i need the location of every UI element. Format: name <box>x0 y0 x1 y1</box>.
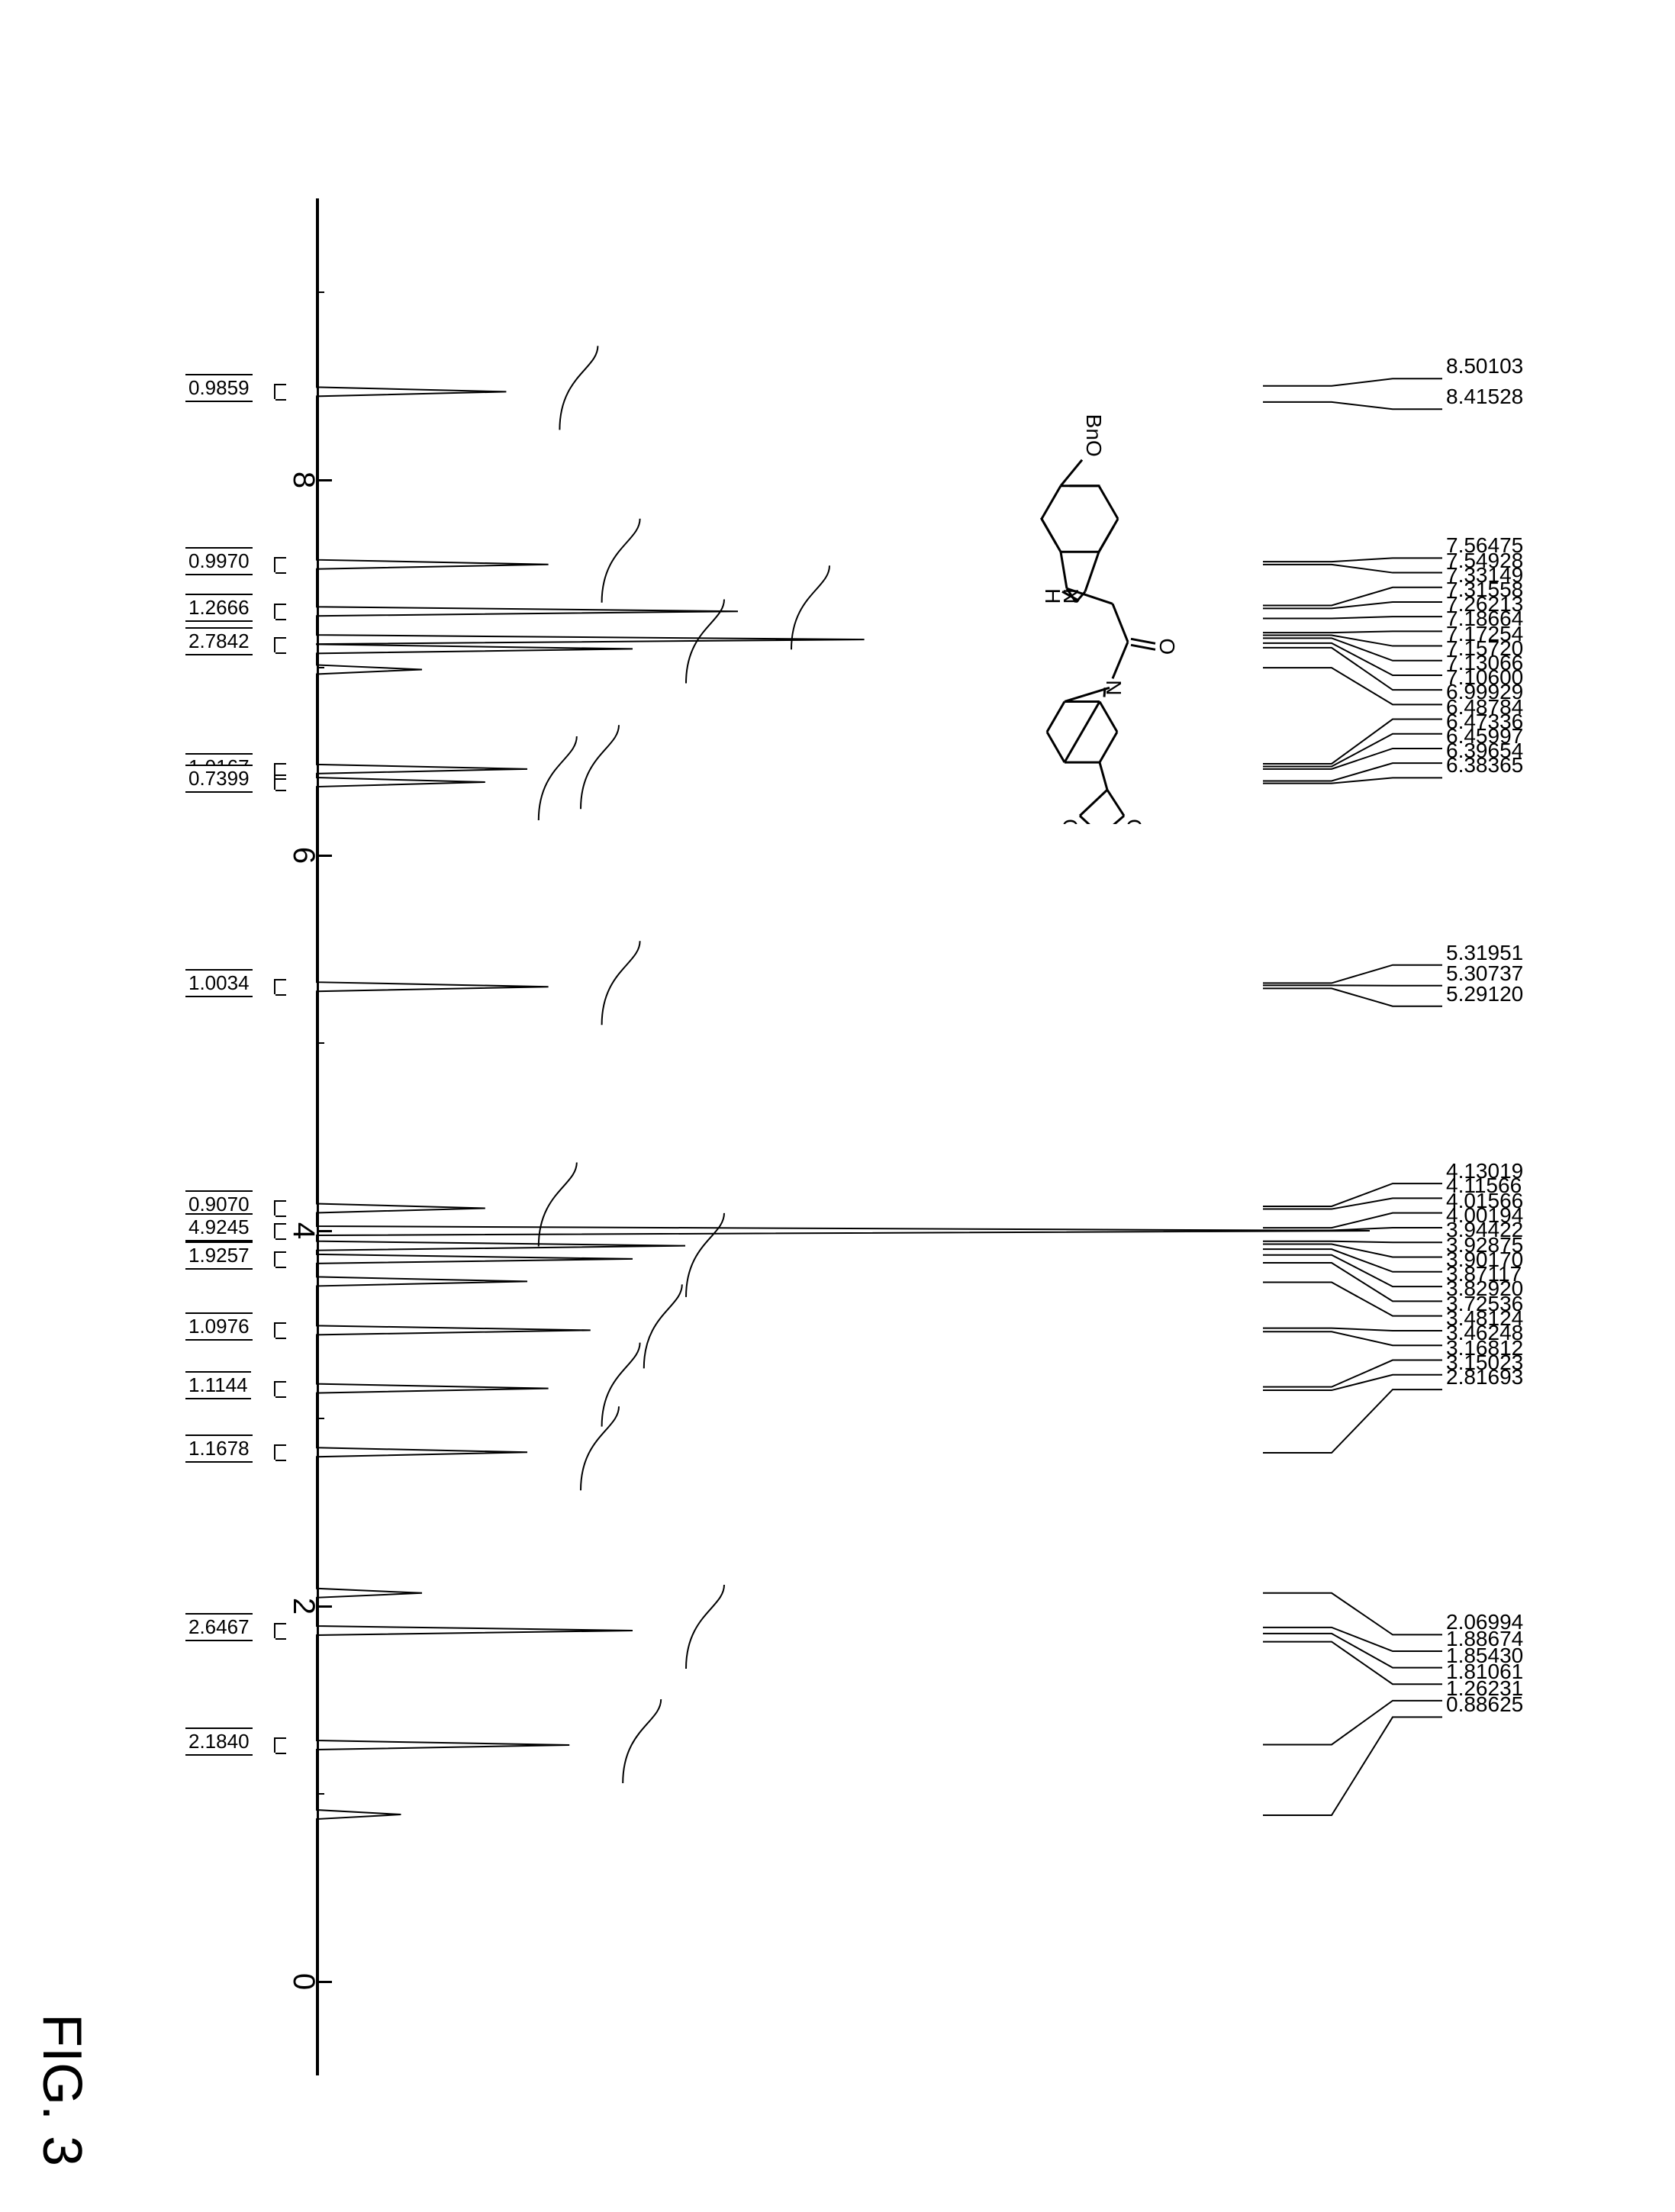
integral-tick <box>275 1638 286 1640</box>
integral-tick <box>275 778 286 780</box>
peak-ppm-label: 8.50103 <box>1446 354 1523 378</box>
integral-tick <box>275 557 286 559</box>
atom-label-h: H <box>1041 588 1065 604</box>
integral-tick <box>275 1737 286 1739</box>
integral-bracket <box>274 979 275 994</box>
integral-tick <box>275 994 286 996</box>
peak-ppm-label: 6.38365 <box>1446 753 1523 778</box>
integral-bracket <box>274 557 275 572</box>
integral-tick <box>275 604 286 605</box>
peak-ppm-label: 5.29120 <box>1446 982 1523 1006</box>
integral-value: 0.9859 <box>185 374 253 402</box>
integral-tick <box>275 1338 286 1339</box>
chemical-structure: NHBnOONOO <box>942 412 1248 824</box>
integral-value: 2.6467 <box>185 1613 253 1641</box>
integral-tick <box>275 979 286 980</box>
integral-bracket <box>274 604 275 619</box>
integral-curve <box>602 519 640 603</box>
integral-value: 0.9970 <box>185 547 253 575</box>
integral-value: 1.1144 <box>185 1371 251 1399</box>
integral-tick <box>275 1623 286 1624</box>
integral-bracket <box>274 1223 275 1238</box>
integral-value: 1.1678 <box>185 1434 253 1463</box>
integral-tick <box>275 1460 286 1461</box>
integral-tick <box>275 652 286 654</box>
integral-bracket <box>274 1381 275 1396</box>
integral-curve <box>602 1343 640 1427</box>
integral-tick <box>275 572 286 574</box>
integral-bracket <box>274 1251 275 1267</box>
integral-curve <box>644 1284 682 1368</box>
integral-value: 4.9245 <box>185 1213 253 1241</box>
integral-curve <box>686 1213 724 1297</box>
peak-ppm-list: 8.501038.415287.564757.549287.331497.315… <box>1416 198 1644 2075</box>
integral-tick <box>275 384 286 385</box>
integral-value: 1.2666 <box>185 594 253 622</box>
integral-bracket <box>274 774 275 790</box>
integral-curve <box>602 941 640 1025</box>
integral-value: 1.0976 <box>185 1312 253 1341</box>
figure-label: FIG. 3 <box>31 2014 93 2166</box>
integral-tick <box>275 1396 286 1398</box>
rotated-page: 8.501038.415287.564757.549287.331497.315… <box>0 269 1675 1943</box>
integral-bracket <box>274 1623 275 1638</box>
integral-bracket <box>274 1200 275 1215</box>
integral-curve <box>539 736 577 820</box>
integral-curve <box>581 1406 619 1490</box>
integral-tick <box>275 1200 286 1202</box>
integral-bracket <box>274 637 275 652</box>
peak-ppm-label: 0.88625 <box>1446 1692 1523 1717</box>
integral-tick <box>275 1251 286 1253</box>
integral-tick <box>275 763 286 765</box>
peak-ppm-label: 8.41528 <box>1446 385 1523 409</box>
integral-tick <box>275 774 286 776</box>
integral-tick <box>275 1444 286 1446</box>
integral-list: 0.98590.99701.26662.78421.01670.73991.00… <box>256 198 362 2075</box>
structure-svg: NHBnOONOO <box>942 412 1248 824</box>
atom-label-o-carbonyl: O <box>1155 638 1179 655</box>
integral-tick <box>275 1381 286 1383</box>
integral-tick <box>275 619 286 620</box>
integral-bracket <box>274 1322 275 1338</box>
integral-curve <box>686 1585 724 1669</box>
integral-bracket <box>274 384 275 399</box>
integral-tick <box>275 637 286 639</box>
integral-value: 1.9257 <box>185 1241 253 1270</box>
integral-value: 1.0034 <box>185 969 253 997</box>
integral-curve <box>581 725 619 809</box>
atom-label-o2: O <box>1058 819 1082 824</box>
integral-bracket <box>274 1737 275 1753</box>
integral-tick <box>275 1753 286 1754</box>
integral-tick <box>275 399 286 401</box>
integral-value: 2.1840 <box>185 1727 253 1756</box>
integral-tick <box>275 1238 286 1240</box>
integral-curve <box>559 346 598 430</box>
integral-curve <box>623 1699 661 1783</box>
figure-canvas: 8.501038.415287.564757.549287.331497.315… <box>0 0 1675 2212</box>
peak-ppm-label: 2.81693 <box>1446 1365 1523 1389</box>
integral-tick <box>275 1267 286 1268</box>
integral-tick <box>275 1322 286 1324</box>
integral-value: 2.7842 <box>185 627 253 655</box>
integral-tick <box>275 1223 286 1225</box>
integral-tick <box>275 790 286 791</box>
integral-bracket <box>274 1444 275 1460</box>
integral-tick <box>275 1215 286 1217</box>
atom-label-bno: BnO <box>1082 414 1106 457</box>
integral-curve <box>791 565 829 649</box>
atom-label-o1: O <box>1123 819 1146 824</box>
integral-value: 0.7399 <box>185 765 253 793</box>
